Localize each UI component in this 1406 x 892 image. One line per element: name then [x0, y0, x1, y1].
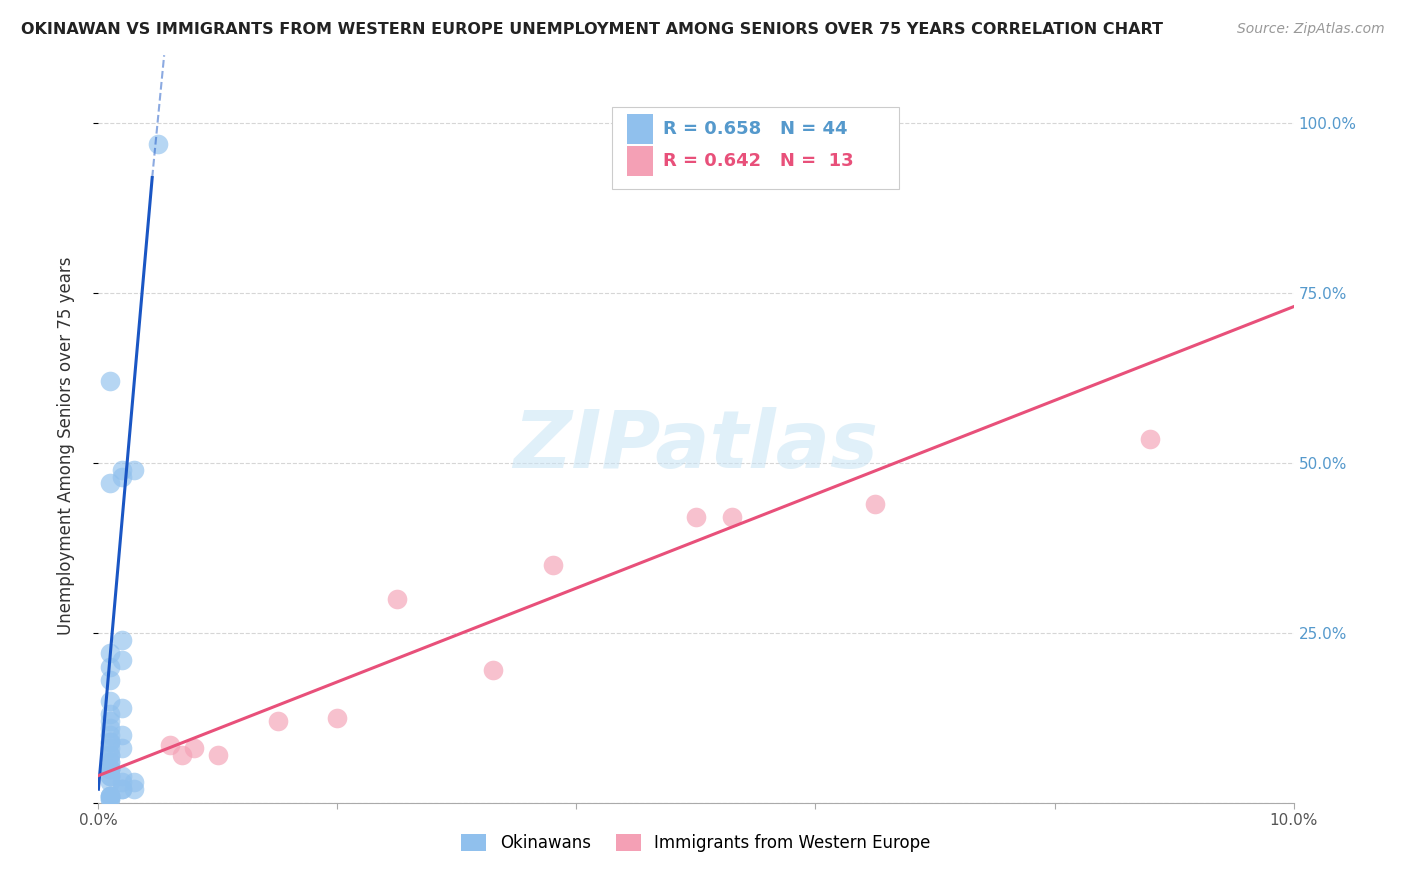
Point	[98, 748, 122, 763]
Point	[98, 755, 122, 769]
Point	[98, 762, 122, 776]
Point	[98, 775, 122, 789]
Point	[326, 711, 349, 725]
Point	[98, 769, 122, 783]
Point	[98, 728, 122, 742]
Text: OKINAWAN VS IMMIGRANTS FROM WESTERN EUROPE UNEMPLOYMENT AMONG SENIORS OVER 75 YE: OKINAWAN VS IMMIGRANTS FROM WESTERN EURO…	[21, 22, 1163, 37]
Point	[111, 632, 134, 647]
Point	[385, 591, 409, 606]
Point	[111, 741, 134, 756]
Point	[111, 463, 134, 477]
Point	[865, 497, 887, 511]
Point	[98, 789, 122, 803]
Point	[98, 714, 122, 729]
Point	[541, 558, 564, 572]
Point	[183, 741, 205, 756]
Bar	[627, 146, 652, 177]
Point	[111, 782, 134, 797]
Point	[98, 748, 122, 763]
Point	[98, 792, 122, 806]
Point	[98, 755, 122, 769]
Point	[98, 762, 122, 776]
Point	[482, 663, 505, 677]
Point	[267, 714, 290, 729]
Y-axis label: Unemployment Among Seniors over 75 years: Unemployment Among Seniors over 75 years	[56, 257, 75, 635]
Point	[98, 375, 122, 389]
Legend: Okinawans, Immigrants from Western Europe: Okinawans, Immigrants from Western Europ…	[454, 827, 938, 859]
Point	[124, 782, 146, 797]
Point	[207, 748, 229, 763]
Point	[98, 476, 122, 491]
Point	[111, 769, 134, 783]
Point	[98, 734, 122, 748]
Bar	[627, 114, 652, 145]
Point	[98, 789, 122, 803]
Point	[98, 707, 122, 722]
Point	[111, 775, 134, 789]
Text: R = 0.642   N =  13: R = 0.642 N = 13	[662, 153, 853, 170]
Point	[111, 782, 134, 797]
Point	[98, 646, 122, 660]
Point	[98, 762, 122, 776]
Point	[1139, 432, 1161, 446]
Point	[98, 734, 122, 748]
Point	[98, 673, 122, 688]
Point	[98, 769, 122, 783]
Text: R = 0.658   N = 44: R = 0.658 N = 44	[662, 120, 846, 138]
Point	[685, 510, 707, 524]
Point	[159, 738, 181, 752]
Point	[98, 694, 122, 708]
Point	[721, 510, 744, 524]
Point	[98, 762, 122, 776]
Text: ZIPatlas: ZIPatlas	[513, 407, 879, 485]
Point	[111, 469, 134, 483]
Point	[98, 789, 122, 803]
Point	[172, 748, 194, 763]
FancyBboxPatch shape	[613, 107, 900, 189]
Point	[111, 700, 134, 714]
Point	[124, 463, 146, 477]
Point	[111, 653, 134, 667]
Point	[98, 721, 122, 735]
Point	[124, 775, 146, 789]
Point	[148, 136, 170, 151]
Text: Source: ZipAtlas.com: Source: ZipAtlas.com	[1237, 22, 1385, 37]
Point	[98, 660, 122, 674]
Point	[111, 728, 134, 742]
Point	[98, 741, 122, 756]
Point	[98, 792, 122, 806]
